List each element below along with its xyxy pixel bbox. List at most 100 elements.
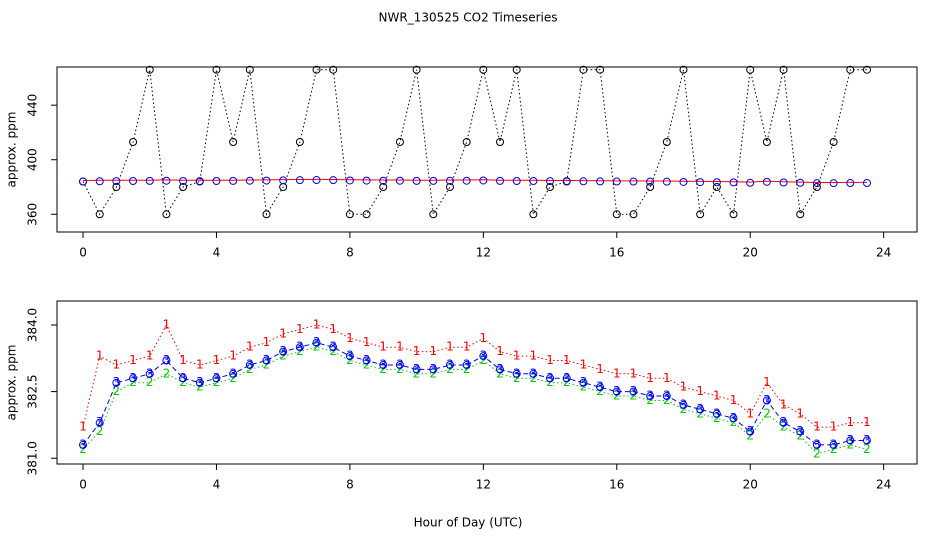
data-point — [329, 65, 338, 74]
data-marker: 1 — [396, 340, 404, 354]
panel: 0 4 8 12 16 20 24 360 400 440 approx. ppm — [5, 65, 918, 260]
data-marker: 1 — [813, 420, 821, 434]
data-marker: 1 — [163, 317, 171, 331]
data-marker: 3 — [296, 340, 304, 354]
data-marker: 1 — [279, 326, 287, 340]
data-marker: 1 — [563, 353, 571, 367]
data-point — [262, 176, 271, 185]
data-point — [862, 436, 871, 445]
data-point — [779, 65, 788, 74]
data-point — [479, 176, 488, 185]
data-marker: 3 — [96, 415, 104, 429]
data-marker: 3 — [379, 357, 387, 371]
data-point — [812, 440, 821, 449]
y-tick-label: 382.5 — [26, 374, 40, 408]
data-point — [445, 183, 454, 191]
data-marker: 1 — [830, 420, 838, 434]
data-point — [462, 360, 471, 369]
data-marker: 1 — [179, 353, 187, 367]
data-point — [79, 177, 88, 186]
data-point — [412, 65, 421, 74]
data-marker: 3 — [696, 402, 704, 416]
series-line — [82, 346, 868, 455]
data-point — [229, 176, 238, 185]
data-point — [712, 178, 721, 187]
data-point — [229, 369, 238, 378]
data-point — [395, 138, 404, 146]
data-point — [646, 183, 655, 191]
data-point — [796, 427, 805, 436]
data-point — [846, 65, 855, 74]
x-tick-label: 0 — [79, 246, 87, 260]
data-marker: 1 — [363, 335, 371, 349]
data-point — [796, 178, 805, 187]
data-marker: 2 — [113, 384, 121, 398]
data-point — [529, 369, 538, 378]
data-marker: 1 — [746, 406, 754, 420]
data-point — [846, 436, 855, 445]
data-marker: 3 — [830, 437, 838, 451]
data-marker: 3 — [730, 411, 738, 425]
data-marker: 1 — [379, 340, 387, 354]
data-marker: 3 — [763, 393, 771, 407]
data-marker: 1 — [346, 331, 354, 345]
data-marker: 3 — [263, 353, 271, 367]
data-point — [679, 177, 688, 186]
data-marker: 1 — [146, 349, 154, 363]
data-point — [512, 369, 521, 378]
series-line — [82, 323, 867, 428]
data-marker: 3 — [813, 437, 821, 451]
data-point — [129, 374, 138, 383]
data-point — [95, 177, 104, 186]
data-marker: 3 — [346, 349, 354, 363]
data-point — [212, 374, 221, 383]
data-marker: 3 — [613, 384, 621, 398]
data-marker: 3 — [179, 371, 187, 385]
data-point — [145, 65, 154, 74]
data-marker: 3 — [213, 371, 221, 385]
data-point — [779, 418, 788, 427]
data-point — [746, 427, 755, 436]
data-marker: 3 — [863, 433, 871, 447]
y-tick-label: 381.0 — [26, 441, 40, 475]
data-point — [812, 179, 821, 188]
data-point — [829, 440, 838, 449]
data-point — [462, 138, 471, 146]
x-tick-label: 12 — [476, 246, 491, 260]
data-point — [295, 176, 304, 185]
data-marker: 1 — [329, 322, 337, 336]
data-marker: 3 — [329, 340, 337, 354]
data-point — [862, 65, 871, 74]
data-point — [445, 176, 454, 185]
x-tick-label: 20 — [743, 478, 758, 492]
data-point — [712, 409, 721, 418]
y-tick-label: 384.0 — [26, 308, 40, 342]
data-point — [95, 418, 104, 427]
data-point — [429, 365, 438, 374]
data-point — [179, 183, 188, 191]
data-point — [662, 392, 671, 401]
data-point — [629, 387, 638, 396]
plot-frame — [56, 300, 918, 465]
data-marker: 3 — [846, 433, 854, 447]
data-point — [762, 177, 771, 186]
data-point — [512, 65, 521, 74]
data-point — [662, 138, 671, 146]
data-marker: 1 — [630, 366, 638, 380]
data-point — [379, 183, 388, 191]
data-point — [779, 178, 788, 187]
data-point — [579, 65, 588, 74]
data-point — [712, 183, 721, 191]
data-point — [596, 177, 605, 186]
data-marker: 1 — [546, 353, 554, 367]
data-point — [262, 210, 271, 219]
data-point — [762, 396, 771, 405]
data-marker: 3 — [563, 371, 571, 385]
data-point — [262, 356, 271, 365]
data-point — [829, 179, 838, 188]
data-marker: 3 — [663, 389, 671, 403]
data-marker: 1 — [513, 349, 521, 363]
data-point — [412, 176, 421, 185]
data-point — [746, 65, 755, 74]
